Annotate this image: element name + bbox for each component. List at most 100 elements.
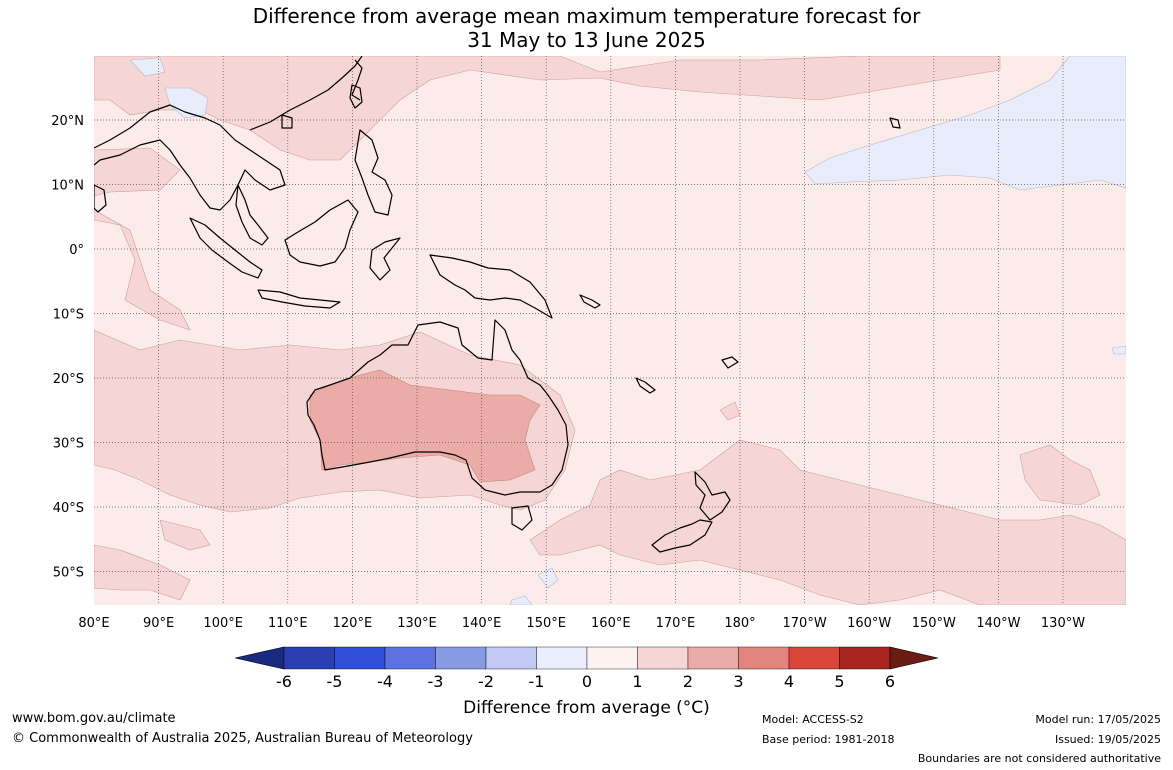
sulawesi-coastline xyxy=(369,237,401,281)
lon-tick-label: 100°E xyxy=(203,616,243,631)
colorbar-labels: -6 -5 -4 -3 -2 -1 0 1 2 3 4 5 6 xyxy=(276,672,895,691)
footer-model-run: Model run: 17/05/2025 xyxy=(1035,713,1161,726)
graticule xyxy=(94,56,1126,605)
footer-url: www.bom.gov.au/climate xyxy=(12,711,176,726)
lon-tick-label: 140°W xyxy=(976,616,1020,631)
malay-peninsula-coastline xyxy=(235,184,269,246)
coastlines xyxy=(94,56,901,553)
lat-tick-label: 20°N xyxy=(51,114,84,129)
colorbar-arrow-low xyxy=(234,646,285,670)
colorbar-swatch xyxy=(384,646,436,670)
colorbar-tick-label: 2 xyxy=(683,672,693,691)
anomaly-region-east-pacific-south xyxy=(1019,444,1101,506)
colorbar-swatch xyxy=(334,646,386,670)
lat-tick-label: 40°S xyxy=(53,501,84,516)
sumatra-coastline xyxy=(189,217,263,279)
lat-tick-label: 10°S xyxy=(53,308,84,323)
lon-tick-label: 150°W xyxy=(912,616,956,631)
colorbar-swatch xyxy=(637,646,689,670)
anomaly-region-tasman xyxy=(529,439,1126,605)
anomaly-region-north-pacific-cool xyxy=(804,56,1126,191)
lon-tick-label: 160°W xyxy=(847,616,891,631)
colorbar-swatch xyxy=(738,646,790,670)
colorbar-arrow-high xyxy=(889,646,939,670)
colorbar-swatch xyxy=(435,646,487,670)
footer-model: Model: ACCESS-S2 xyxy=(762,713,864,726)
colorbar-tick-label: -6 xyxy=(276,672,292,691)
tasmania-coastline xyxy=(511,505,533,531)
lon-tick-label: 170°W xyxy=(783,616,827,631)
lon-tick-label: 90°E xyxy=(143,616,174,631)
new-guinea-coastline xyxy=(429,254,553,319)
colorbar-swatch xyxy=(485,646,537,670)
nz-south-island-coastline xyxy=(651,519,713,553)
colorbar-tick-label: 0 xyxy=(582,672,592,691)
colorbar xyxy=(234,646,939,670)
colorbar-tick-label: -5 xyxy=(327,672,343,691)
colorbar-tick-label: 5 xyxy=(834,672,844,691)
anomaly-fields xyxy=(94,56,1126,605)
colorbar-tick-label: 4 xyxy=(784,672,794,691)
latitude-labels: 20°N 10°N 0° 10°S 20°S 30°S 40°S 50°S xyxy=(51,114,84,581)
footer-issued: Issued: 19/05/2025 xyxy=(1054,733,1161,746)
footer-copyright: © Commonwealth of Australia 2025, Austra… xyxy=(12,731,473,746)
sri-lanka-coastline xyxy=(94,184,107,213)
anomaly-region-china-cool xyxy=(129,57,166,77)
solomon-islands-coastline xyxy=(579,294,601,309)
borneo-coastline xyxy=(284,199,359,267)
longitude-labels: 80°E 90°E 100°E 110°E 120°E 130°E 140°E 150°E 16… xyxy=(78,616,1085,631)
lon-tick-label: 130°W xyxy=(1041,616,1085,631)
anomaly-region-bay-of-bengal xyxy=(94,147,181,197)
lon-tick-label: 110°E xyxy=(268,616,308,631)
colorbar-swatch xyxy=(283,646,335,670)
chart-title: Difference from average mean maximum tem… xyxy=(0,4,1173,52)
footer-disclaimer: Boundaries are not considered authoritat… xyxy=(917,752,1161,765)
lon-tick-label: 80°E xyxy=(78,616,109,631)
fiji-coastline xyxy=(721,356,739,369)
australia-coastline xyxy=(306,319,569,496)
colorbar-swatch xyxy=(839,646,891,670)
hainan-coastline xyxy=(281,114,293,129)
lat-tick-label: 50°S xyxy=(53,566,84,581)
japan-coastline xyxy=(351,59,363,101)
lon-tick-label: 140°E xyxy=(462,616,502,631)
lon-tick-label: 150°E xyxy=(526,616,566,631)
lat-tick-label: 10°N xyxy=(51,179,84,194)
taiwan-coastline xyxy=(349,84,363,109)
lat-tick-label: 0° xyxy=(69,243,84,258)
colorbar-swatch xyxy=(586,646,638,670)
anomaly-region-coral-sea xyxy=(719,401,741,421)
anomaly-region-indian-west xyxy=(94,209,191,331)
colorbar-swatch xyxy=(788,646,840,670)
colorbar-title: Difference from average (°C) xyxy=(463,698,710,718)
colorbar-swatch xyxy=(687,646,739,670)
lon-tick-label: 120°E xyxy=(333,616,373,631)
lon-tick-label: 170°E xyxy=(656,616,696,631)
anomaly-region-south-edge-cool xyxy=(509,595,533,605)
title-line-1: Difference from average mean maximum tem… xyxy=(252,4,921,28)
lat-tick-label: 20°S xyxy=(53,372,84,387)
anomaly-region-east-cool xyxy=(1111,345,1126,355)
nz-north-island-coastline xyxy=(694,471,731,521)
anomaly-region-southern-mid xyxy=(159,519,211,551)
new-caledonia-coastline xyxy=(635,377,656,394)
anomaly-region-southern-cool xyxy=(537,567,559,589)
china-coastline xyxy=(249,56,363,131)
footer-base-period: Base period: 1981-2018 xyxy=(762,733,895,746)
colorbar-tick-label: -3 xyxy=(428,672,444,691)
lon-tick-label: 160°E xyxy=(591,616,631,631)
colorbar-tick-label: 6 xyxy=(885,672,895,691)
anomaly-region-southern-west xyxy=(94,544,191,601)
anomaly-region-australia-core xyxy=(309,369,541,483)
colorbar-tick-label: 3 xyxy=(733,672,743,691)
colorbar-tick-label: -2 xyxy=(478,672,494,691)
java-coastline xyxy=(257,289,341,309)
colorbar-tick-label: -1 xyxy=(529,672,545,691)
se-asia-mainland-coastline xyxy=(94,104,286,211)
colorbar-tick-label: -4 xyxy=(377,672,393,691)
colorbar-swatch xyxy=(536,646,588,670)
lon-tick-label: 130°E xyxy=(397,616,437,631)
title-line-2: 31 May to 13 June 2025 xyxy=(467,28,706,52)
lon-tick-label: 180° xyxy=(724,616,755,631)
